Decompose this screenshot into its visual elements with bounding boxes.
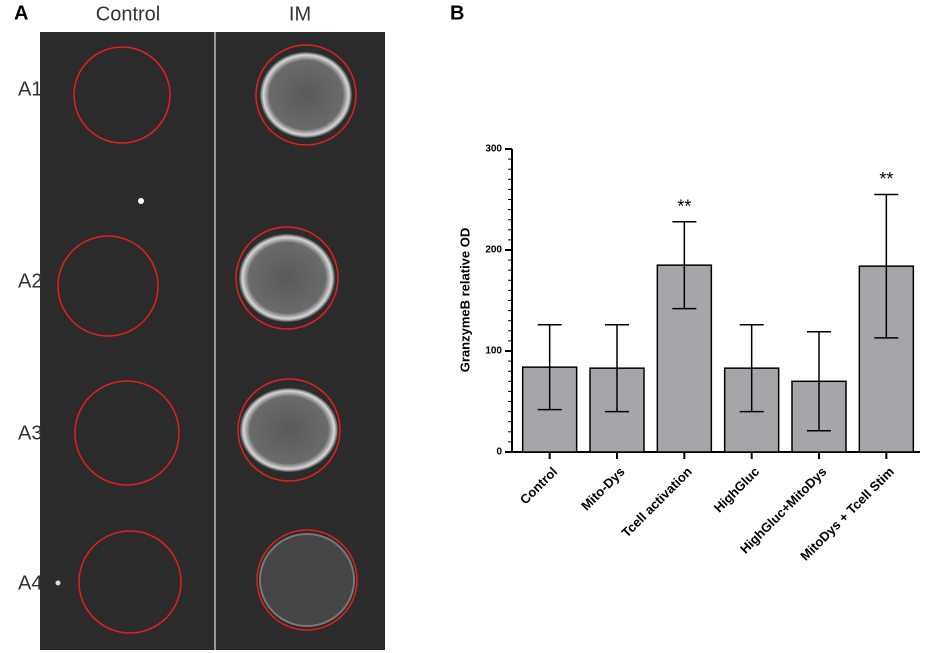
x-tick-label: Mito-Dys (578, 464, 627, 513)
y-tick-label: 300 (485, 144, 502, 155)
y-tick-label: 0 (496, 447, 502, 458)
annotation: ** (677, 196, 691, 216)
x-tick-label: HighGluc (711, 464, 762, 515)
row-label: A2 (18, 270, 42, 292)
panel-label: A (14, 2, 28, 24)
blot-image (40, 32, 385, 650)
column-label: IM (289, 3, 311, 25)
row-label: A3 (18, 422, 42, 444)
row-label: A1 (18, 78, 42, 100)
x-tick-label: Control (517, 464, 560, 507)
x-tick-label: Tcell activation (619, 464, 695, 540)
column-label: Control (96, 3, 160, 25)
panel-label: B (450, 2, 464, 24)
annotation: ** (879, 169, 893, 189)
row-label: A4 (18, 572, 42, 594)
y-tick-label: 200 (485, 245, 502, 256)
y-tick-label: 100 (485, 346, 502, 357)
y-axis-label: GranzymeB relative OD (457, 228, 472, 373)
